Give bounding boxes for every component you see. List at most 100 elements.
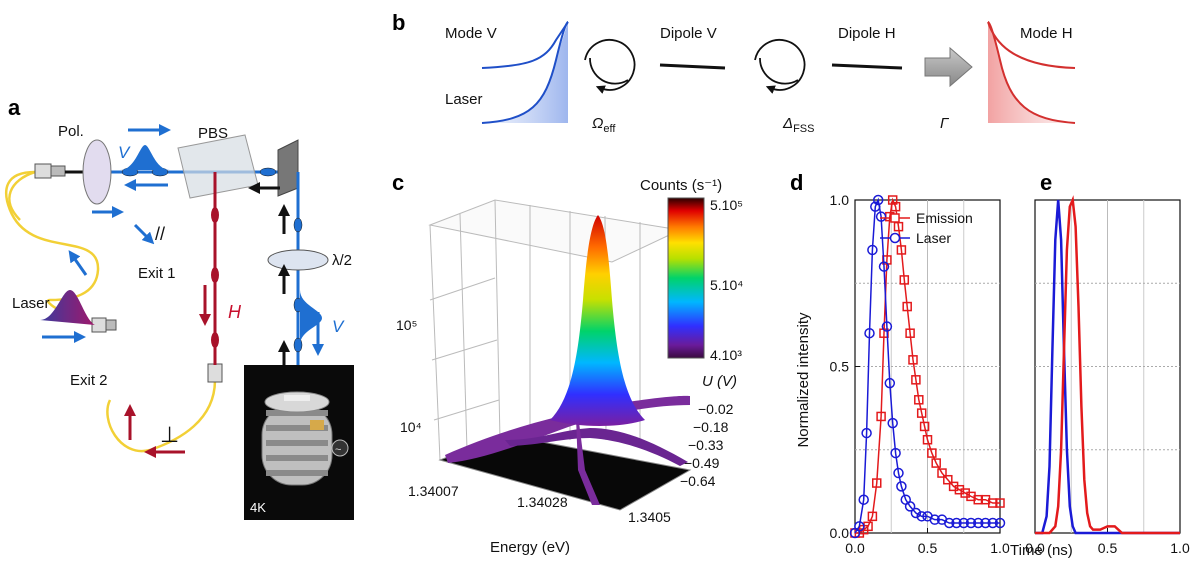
fiber-coupler-laser	[91, 317, 117, 333]
x-tick-label: 0.5	[1098, 540, 1118, 556]
series-line-1	[1035, 195, 1180, 535]
data-point-emission	[887, 195, 898, 205]
y-axis-label-d: Normalized intensity	[795, 312, 812, 448]
data-point-emission	[937, 468, 947, 478]
data-point-emission	[879, 328, 889, 338]
data-point-emission	[914, 395, 924, 405]
panel-label-c: c	[392, 170, 404, 195]
legend-marker-emission	[890, 213, 900, 223]
blue-pulse-horizontal	[120, 145, 170, 170]
label-delta: ΔFSS	[782, 115, 814, 135]
data-point-laser	[929, 514, 940, 525]
data-point-emission	[905, 328, 915, 338]
panel-b: b Mode V Laser Ωeff Dipole V ΔFSS Dipole…	[392, 10, 1076, 135]
fss-cycle-top	[754, 39, 806, 94]
u-tick-1: −0.18	[693, 419, 729, 435]
data-point-emission	[916, 408, 927, 418]
emission-peak	[550, 215, 645, 426]
u-tick-3: −0.49	[684, 455, 720, 471]
colorbar	[667, 197, 705, 359]
label-half-wave: λ/2	[332, 252, 352, 269]
blue-beam-dots	[121, 167, 303, 353]
legend-marker-laser	[889, 232, 901, 244]
label-mode-v: Mode V	[445, 25, 497, 42]
gamma-arrow	[924, 46, 973, 88]
data-point-laser	[893, 467, 904, 479]
x-axis-label: Energy (eV)	[490, 539, 570, 556]
u-tick-2: −0.33	[688, 437, 724, 453]
label-pbs: PBS	[198, 125, 228, 142]
data-point-laser	[881, 321, 893, 332]
data-point-laser	[858, 494, 869, 505]
data-point-laser	[896, 481, 907, 492]
label-laser-b: Laser	[445, 91, 483, 108]
panel-label-a: a	[8, 95, 21, 120]
label-v-top: V	[118, 143, 131, 162]
ridge-horizontal	[505, 428, 688, 466]
data-point-laser	[958, 517, 969, 529]
data-point-emission	[995, 498, 1005, 508]
u-tick-4: −0.64	[680, 473, 716, 489]
data-point-laser	[910, 507, 922, 519]
fiber-coupler-top	[34, 163, 66, 179]
data-point-emission	[927, 448, 937, 458]
half-wave-plate	[267, 249, 329, 271]
mirror	[277, 139, 299, 197]
x-tick-label: 0.5	[918, 540, 938, 556]
blue-pulse-vertical	[300, 290, 322, 345]
fiber-upper	[5, 170, 101, 327]
data-point-laser	[887, 417, 898, 429]
symbol-parallel: //	[155, 224, 165, 244]
data-point-laser	[965, 517, 977, 529]
data-point-laser	[878, 261, 890, 272]
label-pol: Pol.	[58, 123, 84, 140]
red-beam-dots	[211, 207, 219, 348]
x-tick-2: 1.3405	[628, 509, 671, 525]
mode-v-gaussian-fill	[482, 22, 568, 123]
mode-h-gaussian-fill	[988, 22, 1075, 123]
data-point-laser	[987, 517, 998, 529]
data-point-laser	[973, 517, 984, 529]
panel-a: a Pol. PBS	[5, 95, 354, 520]
data-point-laser	[867, 244, 878, 256]
data-point-emission	[867, 511, 878, 522]
data-point-laser	[872, 194, 884, 206]
data-point-laser	[884, 377, 896, 389]
data-point-emission	[876, 411, 886, 422]
colorbar-tick-1: 5.10⁴	[710, 277, 743, 293]
label-h: H	[228, 302, 242, 322]
legend-label: Laser	[916, 230, 951, 246]
x-tick-label: 0.0	[1025, 540, 1045, 556]
series-line-laser	[854, 197, 1000, 534]
x-tick-0: 1.34007	[408, 483, 459, 499]
data-point-laser	[994, 517, 1006, 529]
label-omega: Ωeff	[592, 115, 616, 135]
symbol-perpendicular: ⊥	[160, 422, 179, 447]
z-tick-1e4: 10⁴	[400, 419, 422, 435]
x-tick-label: 1.0	[990, 540, 1010, 556]
dipole-h-level	[831, 63, 903, 70]
label-gamma: Γ	[940, 115, 950, 132]
legend-label: Emission	[916, 210, 973, 226]
label-exit-1: Exit 1	[138, 265, 176, 282]
u-axis-label: U (V)	[702, 373, 737, 390]
data-point-emission	[919, 421, 930, 432]
cryostat-device: ~	[261, 391, 349, 486]
y-tick-label: 0.5	[830, 359, 850, 375]
data-point-laser	[875, 211, 887, 222]
x-tick-label: 1.0	[1170, 540, 1190, 556]
data-point-emission	[872, 478, 882, 488]
polarizing-beam-splitter	[177, 134, 259, 199]
mode-h-gaussian-upper	[987, 21, 1076, 69]
data-point-emission	[908, 355, 918, 365]
label-mode-h: Mode H	[1020, 25, 1073, 42]
x-tick-1: 1.34028	[517, 494, 568, 510]
data-point-laser	[854, 521, 865, 532]
panel-e: e Time (ns) 0.0 0.5 1.0	[1010, 170, 1190, 559]
fiber-loop	[8, 170, 36, 221]
mode-v-gaussian-upper	[481, 21, 569, 69]
u-tick-0: −0.02	[698, 401, 734, 417]
data-point-laser	[870, 201, 881, 212]
arrow-blue-fiber-2	[133, 223, 155, 245]
